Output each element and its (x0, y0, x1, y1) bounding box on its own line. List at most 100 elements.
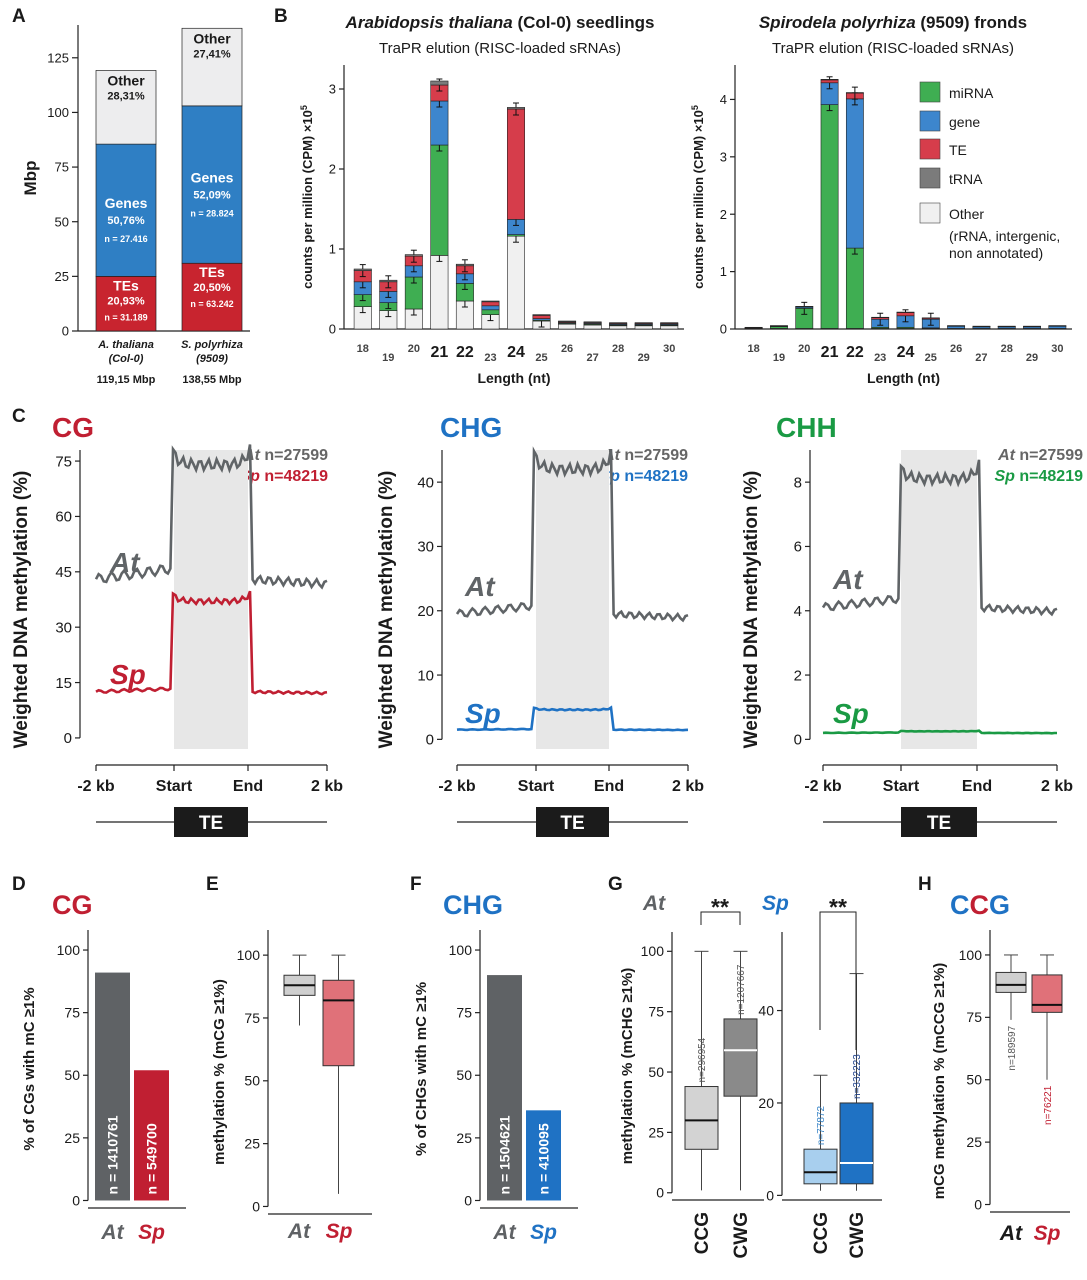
y-tick-label: 50 (55, 214, 69, 229)
bar-at (487, 975, 522, 1201)
y-tick-label: 60 (55, 509, 72, 526)
bar-segment-trna (972, 325, 991, 327)
legend-swatch-trna (919, 167, 941, 189)
stacked-segment-genes (95, 143, 157, 277)
bar-n-label: n = 1410761 (105, 1115, 121, 1194)
subpanel-label: Sp (762, 892, 789, 915)
bar-segment-trna (353, 268, 372, 271)
x-tick-label: 22 (456, 344, 474, 361)
panel-c-cg: C CG At n=27599 Sp n=48219 Weighted DNA meth… (11, 406, 343, 837)
panel-c-chh: CHH At n=27599 Sp n=48219 Weighted DNA meth… (741, 412, 1083, 837)
te-diagram-label: TE (927, 813, 951, 834)
bar-segment-other (609, 325, 628, 330)
legend-swatch-gene (919, 110, 941, 132)
y-tick-label: 100 (959, 947, 983, 963)
bar-segment-other (583, 324, 602, 330)
chart-subtitle: TraPR elution (RISC-loaded sRNAs) (379, 40, 621, 57)
at-n-label: At n=27599 (997, 447, 1083, 464)
y-tick-label: 0 (794, 732, 802, 749)
y-tick-label: 100 (57, 942, 81, 958)
bar-segment-te (507, 108, 525, 220)
bar-n-label: n = 549700 (144, 1123, 160, 1194)
panel-a: A Mbp 0 25 50 75 100 125 TEs 20,93% n = 31.189 Gene… (12, 6, 250, 386)
bar-segment-trna (507, 107, 525, 110)
x-tick-label: End (594, 778, 624, 795)
panel-title: CHG (443, 890, 503, 920)
legend-label: gene (949, 114, 980, 130)
y-tick-label: 0 (64, 730, 72, 747)
x-tick-label: -2 kb (438, 778, 476, 795)
x-axis-label: Length (nt) (867, 370, 940, 386)
title-letter: C (970, 890, 990, 920)
bar-at (95, 972, 130, 1201)
x-tick-label: 19 (382, 352, 394, 364)
bar-segment-trna (430, 80, 449, 86)
bar-segment-mirna (481, 309, 500, 315)
y-tick-label: 30 (55, 619, 72, 636)
x-tick-label: 30 (663, 343, 675, 355)
panel-letter: H (918, 874, 932, 895)
sp-n-value: n=48219 (624, 468, 688, 485)
box (995, 971, 1027, 993)
bar-segment-trna (558, 320, 577, 323)
bar-segment-trna (770, 325, 788, 327)
bar-segment-gene (430, 100, 449, 146)
x-tick-label: 29 (638, 352, 650, 364)
panel-letter: D (12, 874, 26, 895)
title-rest: (9509) fronds (920, 13, 1027, 32)
y-tick-label: 0 (720, 322, 727, 337)
legend-swatch-other (919, 202, 941, 224)
bar-segment-trna (1048, 325, 1067, 327)
sp-n-label: Sp n=48219 (995, 468, 1084, 485)
bar-segment-te (896, 312, 915, 317)
y-axis-label: methylation % (mCHG ≥1%) (619, 968, 636, 1165)
bar-segment-other (430, 255, 449, 330)
panel-letter: E (206, 874, 219, 895)
y-tick-label: 0 (766, 1187, 774, 1203)
y-tick-label: 15 (55, 675, 72, 692)
x-tick-label: 21 (430, 344, 448, 361)
y-tick-label: 25 (966, 1134, 982, 1150)
box-n-label: n=332223 (852, 1054, 863, 1099)
bar-sp (134, 1070, 169, 1201)
bar-segment-trna (660, 322, 679, 324)
y-tick-label: 0 (72, 1192, 80, 1208)
bar-segment-te (481, 301, 500, 307)
legend-label: TE (949, 142, 967, 158)
x-tick-label: 24 (507, 344, 525, 361)
y-tick-label: 75 (55, 453, 72, 470)
y-tick-label: 25 (64, 1130, 80, 1146)
panel-letter: F (410, 874, 422, 895)
bar-segment-trna (634, 322, 653, 324)
y-tick-label: 1 (720, 264, 727, 279)
y-tick-label: 25 (55, 269, 69, 284)
y-axis-label-exponent: 5 (690, 105, 700, 110)
segment-name: TEs (199, 264, 225, 280)
bar-segment-other (634, 325, 653, 330)
x-tick-label: 18 (748, 343, 760, 355)
segment-percent: 20,50% (193, 282, 231, 294)
series-label-at: At (109, 547, 141, 578)
x-tick-label: 23 (484, 352, 496, 364)
legend-detail: non annotated) (949, 245, 1043, 261)
box (684, 1086, 719, 1150)
significance-stars: ** (711, 894, 729, 920)
bar-segment-trna (921, 317, 940, 319)
x-axis-label: Length (nt) (477, 370, 550, 386)
x-tick-label: 25 (535, 352, 547, 364)
y-axis-label: Weighted DNA methylation (%) (741, 471, 762, 749)
box-n-label: n=76221 (1043, 1085, 1054, 1125)
x-tick-label: End (233, 778, 263, 795)
chart-title: Arabidopsis thaliana (Col-0) seedlings (345, 13, 655, 32)
bar-segment-trna (820, 79, 839, 81)
x-category-label: Sp (1034, 1222, 1061, 1245)
x-tick-label: 25 (925, 352, 937, 364)
y-tick-label: 50 (648, 1064, 664, 1080)
te-diagram-box (174, 807, 248, 837)
x-tick-label: 23 (874, 352, 886, 364)
y-tick-label: 25 (648, 1124, 664, 1140)
te-diagram-label: TE (199, 813, 223, 834)
segment-name: TEs (113, 277, 139, 293)
